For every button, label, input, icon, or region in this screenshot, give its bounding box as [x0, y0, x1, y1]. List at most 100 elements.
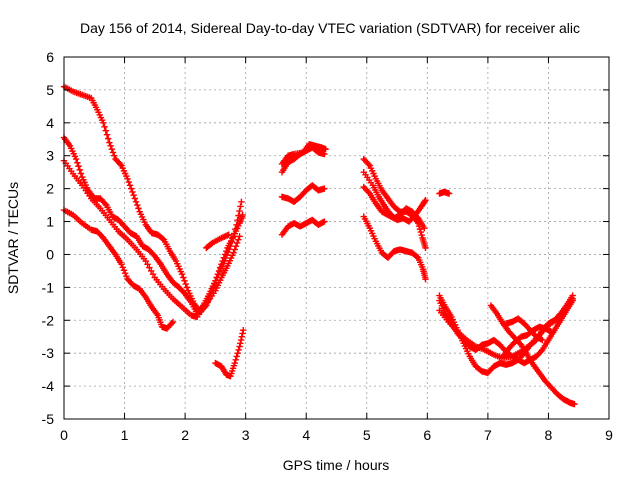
series-t4	[60, 206, 177, 332]
y-tick-label: 6	[46, 49, 54, 65]
data-point	[235, 346, 242, 354]
x-tick-label: 4	[302, 427, 310, 443]
data-point	[516, 340, 524, 347]
data-point	[322, 145, 329, 153]
data-point	[240, 326, 247, 334]
data-point	[365, 161, 372, 168]
data-point	[219, 257, 226, 265]
y-tick-label: -1	[42, 279, 55, 295]
y-axis-title: SDTVAR / TECUs	[5, 182, 21, 294]
data-point	[417, 228, 424, 236]
data-point	[539, 336, 546, 344]
data-point	[135, 205, 142, 212]
data-point	[178, 271, 186, 278]
data-point	[230, 249, 237, 257]
series-t21	[499, 323, 555, 360]
chart-title: Day 156 of 2014, Sidereal Day-to-day VTE…	[80, 20, 580, 36]
data-point	[413, 213, 421, 221]
x-tick-label: 3	[242, 427, 250, 443]
data-point	[105, 135, 112, 142]
data-point	[231, 246, 238, 253]
data-layer	[60, 83, 578, 408]
x-tick-label: 8	[545, 427, 553, 443]
y-tick-label: 2	[46, 181, 54, 197]
data-point	[74, 159, 81, 166]
data-point	[215, 267, 223, 275]
data-point	[130, 192, 137, 199]
series-t13	[360, 183, 428, 232]
data-point	[169, 318, 177, 326]
data-point	[422, 244, 429, 252]
data-point	[118, 261, 125, 268]
data-point	[108, 145, 116, 153]
data-point	[571, 400, 578, 408]
data-point	[231, 359, 238, 367]
data-point	[413, 253, 421, 260]
series-t15	[436, 188, 453, 197]
data-point	[100, 119, 107, 127]
series-t11	[360, 155, 429, 252]
data-point	[159, 235, 166, 242]
x-tick-label: 7	[484, 427, 492, 443]
data-point	[180, 274, 187, 281]
x-axis-title: GPS time / hours	[283, 457, 390, 473]
data-point	[102, 127, 109, 134]
data-point	[238, 333, 245, 340]
data-point	[126, 182, 134, 189]
data-point	[119, 264, 126, 271]
data-point	[418, 231, 425, 239]
x-tick-label: 2	[181, 427, 189, 443]
data-point	[106, 139, 113, 146]
data-point	[321, 185, 328, 192]
data-point	[218, 261, 225, 268]
data-point	[237, 203, 244, 210]
data-point	[128, 185, 135, 192]
data-point	[121, 270, 129, 277]
data-point	[232, 243, 240, 250]
data-point	[569, 295, 576, 303]
series-t19	[487, 302, 578, 408]
plot-frame	[63, 56, 610, 420]
x-tick-label: 1	[121, 427, 129, 443]
data-point	[220, 254, 228, 261]
data-point	[234, 349, 241, 357]
data-point	[146, 264, 153, 271]
grid-layer	[64, 57, 609, 419]
x-tick-label: 0	[60, 427, 68, 443]
data-point	[148, 267, 155, 275]
data-point	[129, 188, 136, 196]
data-point	[120, 267, 128, 274]
y-tick-label: -5	[42, 411, 55, 427]
data-point	[548, 328, 555, 335]
x-tick-label: 5	[363, 427, 371, 443]
data-point	[235, 236, 242, 243]
data-point	[239, 330, 246, 337]
data-point	[236, 233, 243, 240]
data-point	[321, 218, 328, 225]
data-point	[239, 211, 246, 219]
data-point	[103, 131, 111, 138]
data-point	[76, 166, 83, 174]
x-tick-label: 9	[605, 427, 613, 443]
y-tick-label: -3	[42, 345, 55, 361]
data-point	[422, 196, 429, 204]
series-t9	[278, 182, 328, 205]
series-t3	[60, 157, 243, 321]
data-point	[421, 198, 428, 205]
data-point	[181, 277, 188, 284]
data-point	[233, 353, 240, 360]
data-point	[131, 195, 139, 202]
data-point	[101, 200, 109, 207]
y-tick-label: 4	[46, 115, 54, 131]
data-point	[183, 284, 191, 291]
data-point	[72, 155, 80, 163]
data-point	[221, 251, 229, 258]
y-tick-label: 5	[46, 82, 54, 98]
data-point	[182, 280, 189, 288]
data-point	[225, 231, 232, 238]
data-point	[416, 225, 424, 233]
data-point	[236, 343, 243, 350]
data-point	[365, 189, 372, 196]
data-point	[422, 275, 429, 283]
data-point	[217, 264, 224, 271]
